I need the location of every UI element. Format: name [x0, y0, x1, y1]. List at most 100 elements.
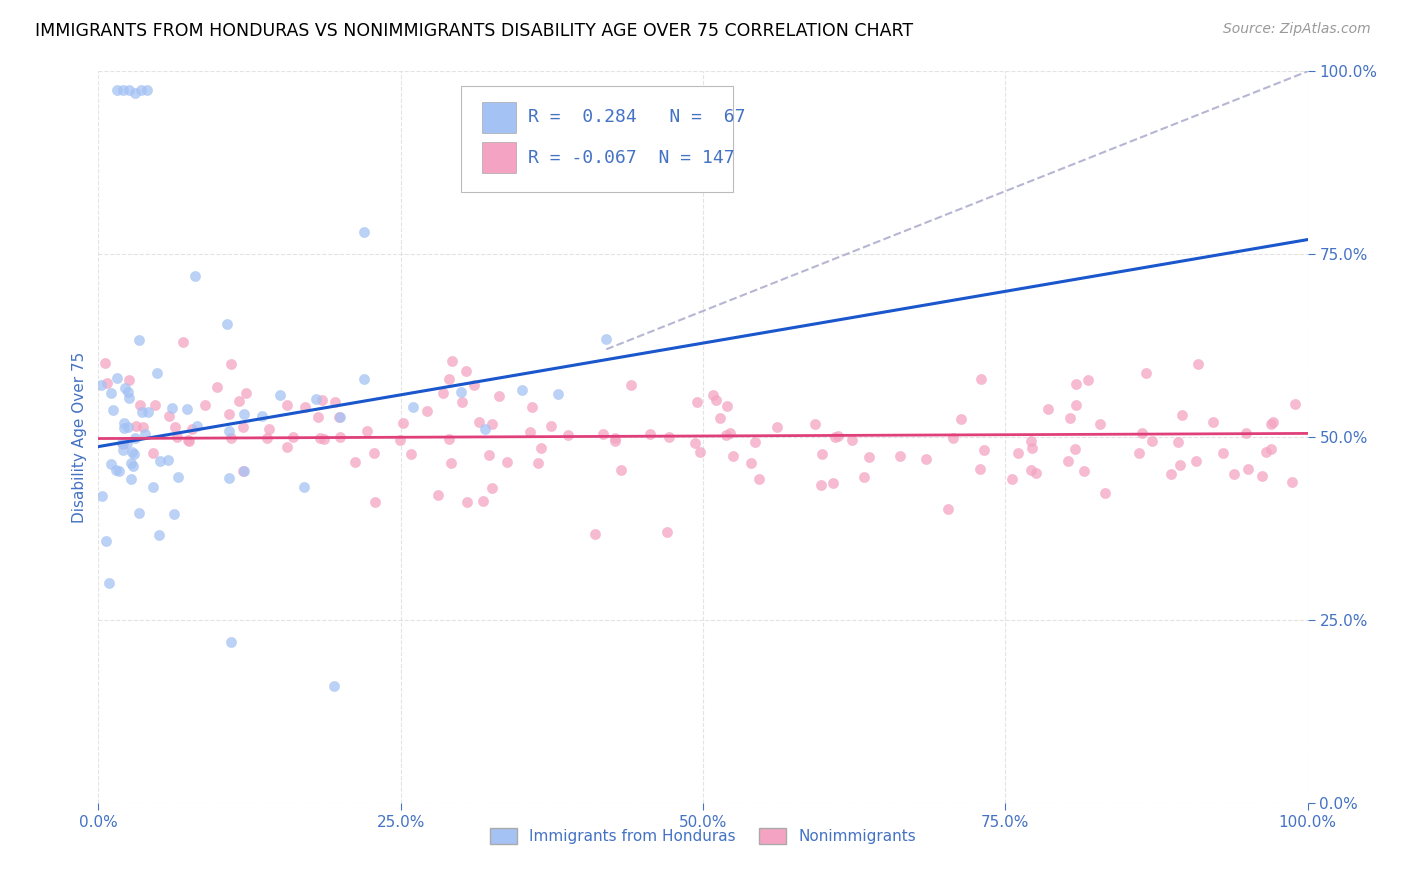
Point	[973, 442, 995, 457]
Point	[1021, 442, 1043, 456]
Point	[218, 425, 240, 439]
Point	[811, 447, 834, 461]
Point	[329, 430, 352, 444]
Point	[120, 472, 142, 486]
Point	[325, 395, 347, 409]
Point	[766, 419, 789, 434]
Point	[605, 434, 627, 449]
Point	[305, 392, 328, 407]
Point	[1187, 358, 1209, 372]
Point	[309, 430, 332, 444]
Point	[914, 452, 936, 467]
Point	[969, 372, 991, 386]
Point	[519, 425, 541, 439]
Point	[165, 419, 187, 434]
Point	[942, 431, 965, 445]
Point	[1170, 458, 1192, 472]
Bar	[482, 143, 516, 173]
Point	[98, 576, 121, 591]
Point	[547, 387, 569, 401]
Text: R =  0.284   N =  67: R = 0.284 N = 67	[527, 109, 745, 127]
Point	[858, 450, 880, 464]
Point	[91, 489, 114, 503]
Point	[1254, 445, 1277, 459]
Point	[658, 430, 681, 444]
Point	[177, 433, 200, 447]
Point	[1001, 472, 1024, 486]
Point	[221, 357, 243, 371]
Point	[100, 386, 122, 401]
Point	[218, 407, 240, 421]
Point	[111, 436, 134, 450]
Point	[101, 403, 124, 417]
Point	[311, 393, 333, 408]
Point	[149, 454, 172, 468]
Point	[118, 373, 141, 387]
Point	[120, 456, 142, 470]
Point	[1284, 397, 1306, 411]
Bar	[482, 102, 516, 133]
Point	[938, 502, 960, 516]
Point	[233, 464, 256, 478]
Point	[1063, 442, 1085, 456]
Text: IMMIGRANTS FROM HONDURAS VS NONIMMIGRANTS DISABILITY AGE OVER 75 CORRELATION CHA: IMMIGRANTS FROM HONDURAS VS NONIMMIGRANT…	[35, 22, 914, 40]
Point	[439, 457, 461, 471]
Point	[353, 372, 375, 386]
Point	[294, 400, 316, 414]
Point	[450, 384, 472, 399]
Point	[205, 380, 228, 394]
Point	[217, 317, 239, 331]
Point	[269, 387, 291, 401]
Point	[276, 398, 298, 412]
Point	[603, 431, 626, 445]
Point	[530, 441, 553, 455]
Point	[474, 422, 496, 436]
Point	[432, 385, 454, 400]
Point	[609, 463, 631, 477]
Point	[437, 371, 460, 385]
Point	[163, 507, 186, 521]
Point	[167, 470, 190, 484]
Point	[122, 447, 145, 461]
Point	[456, 364, 478, 378]
Point	[128, 506, 150, 520]
Point	[540, 419, 562, 434]
Point	[520, 401, 543, 415]
Point	[125, 418, 148, 433]
Point	[121, 459, 143, 474]
Point	[112, 442, 135, 457]
Point	[949, 411, 972, 425]
Point	[810, 478, 832, 492]
Point	[583, 527, 606, 541]
Point	[824, 430, 846, 444]
Point	[969, 462, 991, 476]
Point	[344, 455, 367, 469]
Point	[145, 366, 167, 380]
Point	[364, 495, 387, 509]
Point	[142, 480, 165, 494]
Point	[1064, 376, 1087, 391]
Point	[283, 430, 305, 444]
Point	[256, 431, 278, 445]
Point	[456, 494, 478, 508]
Point	[388, 434, 411, 448]
Point	[392, 416, 415, 430]
Point	[1237, 462, 1260, 476]
Point	[363, 446, 385, 460]
Point	[748, 472, 770, 486]
Point	[112, 436, 135, 450]
Point	[180, 422, 202, 436]
Point	[427, 488, 450, 502]
Point	[129, 83, 152, 97]
Point	[96, 533, 118, 548]
Point	[1019, 463, 1042, 477]
Point	[118, 83, 141, 97]
Point	[112, 421, 135, 435]
Point	[1251, 469, 1274, 483]
Point	[1260, 417, 1282, 432]
Point	[1059, 411, 1081, 425]
Point	[221, 635, 243, 649]
Point	[100, 457, 122, 471]
Point	[401, 446, 423, 460]
Point	[1223, 467, 1246, 482]
